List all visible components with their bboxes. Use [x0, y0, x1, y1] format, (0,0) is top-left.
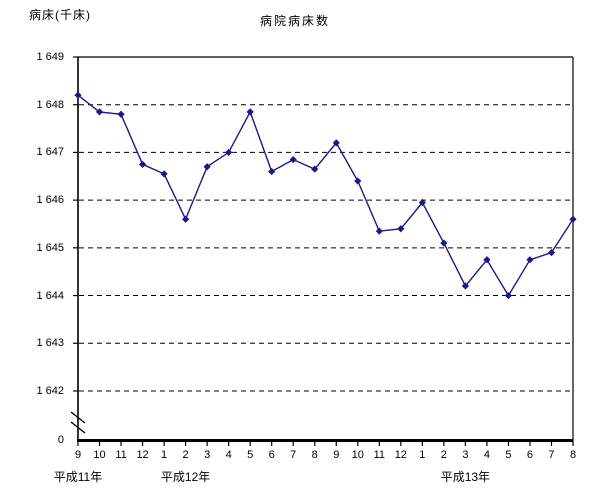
data-point-marker	[354, 177, 362, 185]
x-tick-label: 8	[569, 449, 577, 461]
data-point-marker	[375, 227, 383, 235]
era-label: 平成12年	[160, 470, 211, 484]
x-tick-label: 2	[440, 449, 447, 461]
data-point-marker	[569, 215, 577, 223]
data-point-marker	[182, 215, 190, 223]
era-label: 平成11年	[53, 470, 103, 484]
x-tick-label: 10	[351, 449, 364, 461]
data-point-marker	[160, 170, 168, 178]
data-point-marker	[440, 239, 448, 247]
x-tick-label: 9	[333, 449, 340, 461]
x-tick-label: 12	[394, 449, 407, 461]
data-point-marker	[95, 108, 104, 116]
data-point-marker	[246, 108, 254, 116]
data-point-marker	[74, 91, 82, 99]
data-point-marker	[461, 282, 469, 290]
data-line	[77, 94, 574, 297]
data-point-marker	[138, 160, 147, 168]
x-tick-label: 3	[204, 449, 211, 461]
data-point-marker	[504, 291, 513, 300]
x-tick-label: 2	[182, 449, 189, 461]
x-tick-label: 7	[548, 449, 555, 461]
y-tick-label: 1 649	[36, 51, 64, 63]
data-point-marker	[332, 139, 340, 147]
x-tick-label: 5	[247, 449, 254, 461]
y-tick-label: 1 645	[36, 241, 64, 254]
y-axis-label: 病床(千床)	[29, 8, 91, 22]
x-tick-label: 11	[373, 449, 385, 461]
chart-title-text: 病院病床数	[259, 14, 330, 28]
y-tick-label: 1 643	[36, 337, 64, 350]
data-point-marker	[225, 148, 233, 157]
data-point-marker	[203, 163, 211, 171]
x-tick-label: 7	[290, 449, 297, 461]
x-tick-label: 3	[462, 449, 469, 461]
x-tick-label: 1	[161, 449, 168, 461]
y-tick-label: 1 647	[36, 146, 64, 159]
data-point-marker	[526, 256, 534, 264]
y-tick-label: 1 644	[36, 289, 64, 302]
x-tick-label: 1	[419, 449, 426, 461]
chart-title: 病院病床数	[0, 12, 606, 29]
data-point-marker	[397, 225, 405, 233]
data-point-marker	[268, 167, 276, 176]
y-tick-label: 1 646	[36, 194, 64, 207]
data-point-marker	[311, 165, 319, 173]
era-label: 平成13年	[440, 470, 491, 484]
x-tick-label: 4	[225, 449, 232, 461]
y-origin-label: 0	[57, 434, 64, 446]
x-tick-label: 9	[74, 449, 82, 461]
x-tick-label: 10	[93, 449, 106, 461]
y-tick-label: 1 648	[36, 98, 64, 111]
data-point-marker	[418, 198, 426, 207]
x-tick-label: 6	[526, 449, 534, 461]
x-tick-label: 5	[505, 449, 512, 461]
data-point-marker	[483, 256, 491, 264]
data-point-marker	[547, 249, 556, 257]
x-tick-label: 8	[311, 449, 318, 461]
x-tick-label: 12	[136, 449, 149, 461]
x-tick-label: 11	[115, 449, 127, 461]
x-tick-label: 6	[268, 449, 275, 461]
data-point-marker	[289, 155, 297, 164]
x-tick-label: 4	[483, 449, 490, 461]
y-tick-label: 1 642	[36, 384, 64, 397]
data-point-marker	[117, 110, 125, 118]
